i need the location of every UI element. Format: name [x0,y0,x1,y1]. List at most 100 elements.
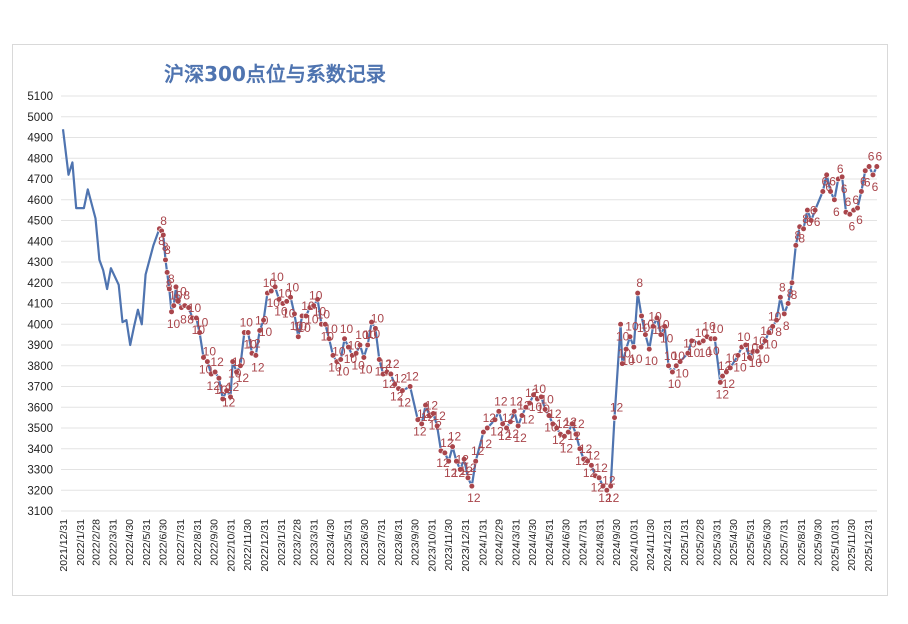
data-label: 12 [521,412,535,426]
data-label: 8 [636,276,643,290]
data-label: 12 [598,491,612,505]
data-label: 10 [228,367,242,381]
data-label: 10 [313,304,327,318]
data-point [873,163,880,170]
x-tick-label: 2022/3/31 [108,519,120,566]
data-point [326,335,333,342]
data-label: 12 [382,377,396,391]
x-tick-label: 2024/8/31 [595,519,607,566]
data-point [673,362,680,369]
data-label: 12 [425,399,439,413]
data-label: 8 [798,232,805,246]
data-point [792,242,799,249]
data-point [185,304,192,311]
data-point [453,458,460,465]
data-point [364,341,371,349]
data-point [630,343,637,351]
data-point [200,354,207,361]
data-label: 12 [610,401,624,415]
x-tick-label: 2025/10/31 [829,519,841,572]
data-label: 12 [463,461,477,475]
data-label: 8 [175,292,182,306]
data-label: 10 [656,318,670,332]
data-point [611,414,618,421]
data-point [499,420,506,427]
data-point [634,290,641,297]
data-label: 12 [583,466,597,480]
data-point [160,231,167,239]
data-label: 10 [255,313,269,327]
data-label: 12 [207,379,221,393]
data-label: 12 [517,399,531,413]
y-tick-label: 3300 [27,465,53,477]
data-point [619,360,626,367]
data-label: 6 [868,150,875,164]
y-tick-label: 4000 [27,319,53,331]
data-point [819,188,826,195]
data-point [653,314,661,322]
y-tick-label: 4600 [27,195,53,207]
y-tick-label: 4100 [27,299,53,311]
data-label: 10 [243,338,257,352]
data-label: 8 [791,288,798,302]
data-point [869,171,877,178]
data-label: 12 [490,425,504,439]
data-markers [156,163,880,494]
data-point [549,420,556,427]
data-label: 12 [236,371,250,385]
data-label: 10 [240,316,254,330]
data-point [773,317,780,324]
data-label: 6 [875,150,882,164]
data-point [337,356,344,363]
data-label: 10 [263,276,277,290]
data-label: 8 [187,313,194,327]
data-point [839,173,846,181]
x-tick-label: 2023/5/31 [342,519,354,566]
data-point [711,335,718,342]
y-tick-label: 4700 [27,174,53,186]
data-label: 10 [672,349,686,363]
y-tick-label: 4300 [27,257,53,269]
data-label: 12 [494,394,508,408]
data-point [623,346,630,353]
data-label: 10 [625,320,639,334]
data-point [526,400,533,407]
data-label: 12 [591,481,605,495]
data-label: 12 [432,409,446,423]
data-label: 12 [226,380,240,394]
data-point [472,458,479,465]
data-point [193,314,200,322]
data-label: 10 [621,354,635,368]
data-point [626,333,634,340]
x-tick-label: 2022/12/31 [259,519,271,572]
data-point [657,331,664,338]
data-point [376,356,383,363]
data-label: 12 [444,466,458,480]
data-label: 12 [436,456,450,470]
data-label: 10 [745,340,759,354]
data-label: 10 [683,336,697,350]
data-label: 10 [336,365,350,379]
x-tick-label: 2022/7/31 [175,519,187,566]
data-label: 12 [429,418,443,432]
data-point [237,362,244,369]
data-label: 10 [294,320,308,334]
y-tick-label: 3700 [27,382,53,394]
x-tick-label: 2025/11/30 [846,519,858,571]
data-label: 10 [756,352,770,366]
x-tick-label: 2025/1/31 [679,519,691,566]
data-point [742,341,749,349]
data-label: 10 [629,352,643,366]
data-label: 12 [548,407,562,421]
data-point [172,283,180,290]
data-label: 10 [645,354,659,368]
data-label: 6 [810,204,817,218]
data-point [542,406,549,413]
x-tick-label: 2025/3/31 [711,519,723,566]
data-labels: 8888881010810888101010101012121012121210… [158,150,882,506]
data-label: 10 [169,289,183,303]
data-label: 8 [183,289,190,303]
x-tick-label: 2023/2/28 [292,519,304,566]
data-label: 12 [571,417,585,431]
data-point [858,188,865,195]
